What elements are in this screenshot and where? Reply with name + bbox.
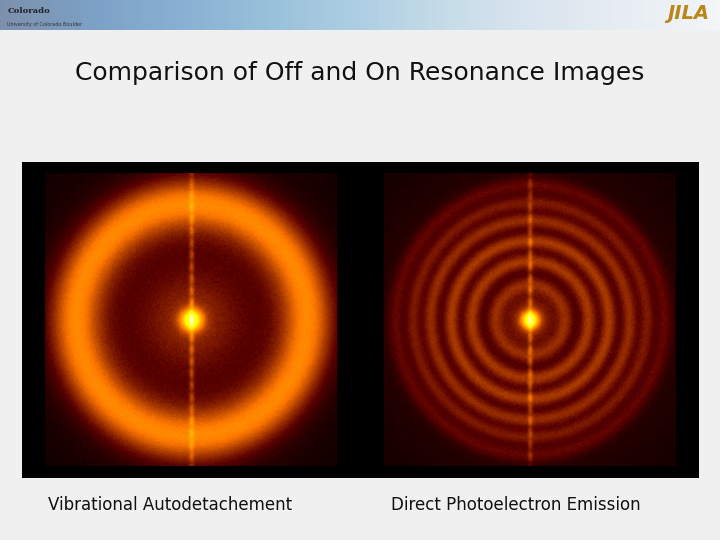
Text: Comparison of Off and On Resonance Images: Comparison of Off and On Resonance Image… [76,60,644,85]
Text: Colorado: Colorado [7,8,50,16]
Text: Direct Photoelectron Emission: Direct Photoelectron Emission [391,496,641,514]
Text: University of Colorado Boulder: University of Colorado Boulder [7,22,82,28]
Text: JILA: JILA [667,4,709,23]
Text: Vibrational Autodetachement: Vibrational Autodetachement [48,496,292,514]
